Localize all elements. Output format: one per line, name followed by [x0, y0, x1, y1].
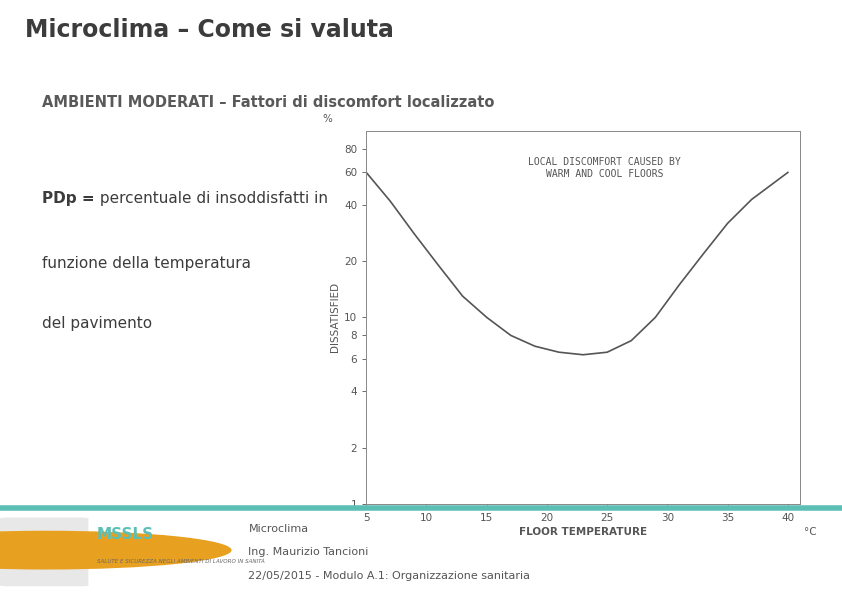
X-axis label: FLOOR TEMPERATURE: FLOOR TEMPERATURE: [519, 527, 647, 537]
Text: funzione della temperatura: funzione della temperatura: [42, 256, 251, 271]
Text: Microclima – Come si valuta: Microclima – Come si valuta: [25, 18, 394, 42]
FancyBboxPatch shape: [0, 517, 88, 586]
Text: AMBIENTI MODERATI – Fattori di discomfort localizzato: AMBIENTI MODERATI – Fattori di discomfor…: [42, 95, 494, 110]
Text: °C: °C: [804, 526, 817, 536]
Text: PDp =: PDp =: [42, 191, 94, 206]
Text: SALUTE E SICUREZZA NEGLI AMBIENTI DI LAVORO IN SANITÀ: SALUTE E SICUREZZA NEGLI AMBIENTI DI LAV…: [97, 559, 264, 564]
Text: Microclima: Microclima: [248, 524, 308, 533]
Y-axis label: DISSATISFIED: DISSATISFIED: [330, 283, 340, 352]
Circle shape: [0, 530, 232, 570]
Text: Ing. Maurizio Tancioni: Ing. Maurizio Tancioni: [248, 548, 369, 557]
Text: 22/05/2015 - Modulo A.1: Organizzazione sanitaria: 22/05/2015 - Modulo A.1: Organizzazione …: [248, 572, 530, 581]
Text: MSSLS: MSSLS: [97, 527, 154, 542]
Text: del pavimento: del pavimento: [42, 316, 152, 331]
Text: %: %: [322, 114, 333, 124]
Text: 33: 33: [791, 543, 813, 561]
Text: percentuale di insoddisfatti in: percentuale di insoddisfatti in: [95, 191, 328, 206]
Text: LOCAL DISCOMFORT CAUSED BY
WARM AND COOL FLOORS: LOCAL DISCOMFORT CAUSED BY WARM AND COOL…: [529, 157, 681, 179]
